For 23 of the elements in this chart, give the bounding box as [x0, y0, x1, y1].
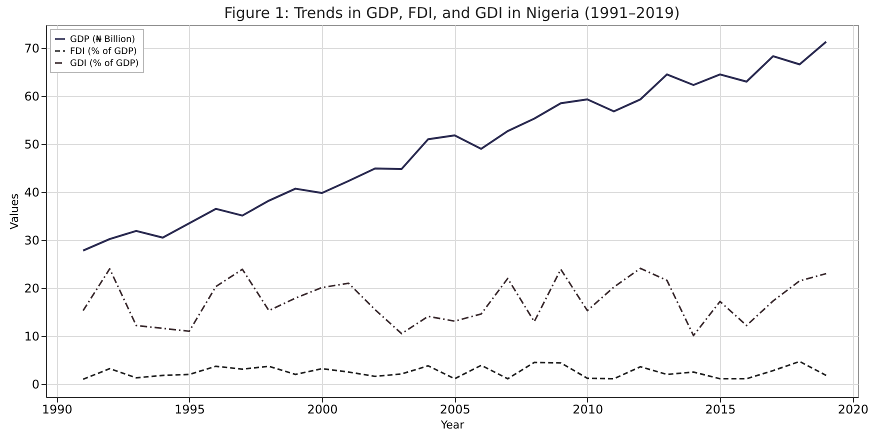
- y-tick-label: 0: [32, 378, 40, 392]
- line-series: [82, 360, 827, 380]
- x-tick-label: 2020: [838, 402, 868, 416]
- x-tick-label: 1995: [174, 402, 206, 416]
- legend-label: GDP (₦ Billion): [70, 35, 136, 45]
- x-tick-label: 2005: [440, 402, 470, 416]
- x-tick-label: 2010: [572, 402, 604, 416]
- x-tick-label: 2000: [307, 402, 338, 416]
- x-axis-title: Year: [440, 418, 465, 432]
- y-axis-title: Values: [8, 193, 22, 230]
- y-tick-label: 40: [24, 186, 40, 200]
- y-tick-label: 70: [24, 42, 40, 56]
- y-tick-label: 30: [24, 234, 40, 248]
- y-tick-label: 60: [24, 90, 40, 104]
- y-tick-label: 10: [24, 330, 40, 344]
- x-tick-label: 1990: [42, 402, 72, 416]
- line-series: [82, 268, 827, 336]
- y-tick-label: 20: [24, 282, 40, 296]
- chart-title: Figure 1: Trends in GDP, FDI, and GDI in Nigeria (1991–2019): [224, 4, 680, 22]
- y-tick-label: 50: [24, 138, 40, 152]
- legend-label: FDI (% of GDP): [70, 47, 137, 57]
- legend-label: GDI (% of GDP): [70, 59, 139, 69]
- x-tick-label: 2015: [705, 402, 736, 416]
